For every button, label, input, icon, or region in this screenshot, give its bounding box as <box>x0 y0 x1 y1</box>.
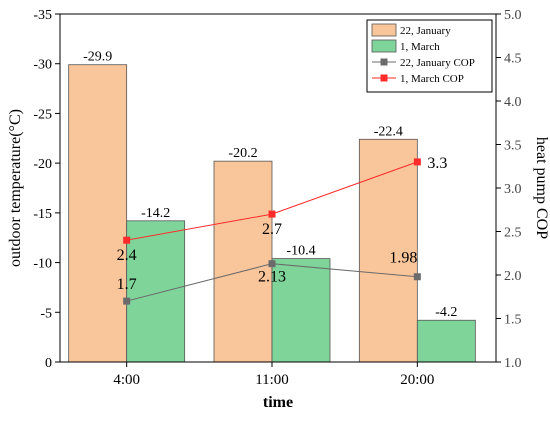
legend-label: 22, January <box>400 25 451 37</box>
cop-value-label: 1.98 <box>389 250 417 267</box>
bar-march <box>126 220 186 363</box>
x-tick-label: 11:00 <box>255 372 289 388</box>
y-tick-label: -5 <box>40 306 52 321</box>
y-tick-label: -10 <box>33 257 52 272</box>
y2-tick-label: 3.0 <box>504 182 522 197</box>
bar-march <box>416 319 476 363</box>
y-axis-title: outdoor temperature(°C) <box>7 109 24 267</box>
bar-january <box>213 160 273 363</box>
cop-point-march <box>123 236 131 244</box>
bar-value-label: -20.2 <box>228 146 257 161</box>
bar-value-label: -14.2 <box>141 206 170 221</box>
bars-layer <box>68 64 476 363</box>
y2-tick-label: 2.0 <box>504 269 522 284</box>
cop-value-label: 2.4 <box>117 247 137 264</box>
y-tick-label: -30 <box>33 58 52 73</box>
bar-value-label: -29.9 <box>83 50 112 65</box>
cop-point-january <box>413 273 421 281</box>
cop-value-label: 1.7 <box>117 276 137 293</box>
y-tick-label: -15 <box>33 207 52 222</box>
legend-label: 1, March COP <box>400 73 464 85</box>
y2-tick-label: 1.5 <box>504 313 522 328</box>
cop-lines-layer <box>123 158 421 305</box>
legend-marker <box>380 74 388 82</box>
cop-point-march <box>413 158 421 166</box>
y-tick-label: -20 <box>33 157 52 172</box>
x-axis-title: time <box>263 394 293 411</box>
data-labels-layer: -29.9 -20.2 -22.4 -14.2 -10.4 -4.2 1.7 2.13 1.98… <box>83 50 457 321</box>
cop-value-label: 3.3 <box>427 155 447 172</box>
y-tick-label: -25 <box>33 107 52 122</box>
bar-value-label: -22.4 <box>374 124 403 139</box>
y2-tick-label: 5.0 <box>504 8 522 23</box>
y2-tick-label: 4.5 <box>504 52 522 67</box>
legend-marker <box>380 58 388 66</box>
cop-value-label: 2.13 <box>258 269 286 286</box>
bar-january <box>358 138 418 363</box>
x-tick-label: 20:00 <box>400 372 434 388</box>
legend-swatch <box>371 23 397 37</box>
y-tick-label: 0 <box>45 356 52 371</box>
legend-label: 1, March <box>400 41 440 53</box>
y2-axis-title: heat pump COP <box>533 137 550 239</box>
bar-value-label: -4.2 <box>435 305 457 320</box>
cop-point-january <box>123 297 131 305</box>
legend-label: 22, January COP <box>400 57 475 69</box>
bar-january <box>68 64 128 363</box>
y2-tick-label: 1.0 <box>504 356 522 371</box>
y-axis-left: 0 -5 -10 -15 -20 -25 -30 -35 <box>33 8 60 371</box>
legend: 22, January 1, March 22, January COP 1, Mar… <box>366 19 493 93</box>
cop-value-label: 2.7 <box>262 221 282 238</box>
y-axis-right: 1.0 1.5 2.0 2.5 3.0 3.5 4.0 4.5 5.0 <box>496 8 522 371</box>
x-axis: 4:00 11:00 20:00 <box>113 362 434 388</box>
x-tick-label: 4:00 <box>113 372 140 388</box>
cop-point-january <box>268 260 276 268</box>
y2-tick-label: 4.0 <box>504 95 522 110</box>
y2-tick-label: 3.5 <box>504 139 522 154</box>
bar-value-label: -10.4 <box>286 244 315 259</box>
legend-items: 22, January 1, March 22, January COP 1, Mar… <box>371 23 475 85</box>
cop-point-march <box>268 210 276 218</box>
legend-swatch <box>371 39 397 53</box>
y2-tick-label: 2.5 <box>504 226 522 241</box>
y-tick-label: -35 <box>33 8 52 23</box>
